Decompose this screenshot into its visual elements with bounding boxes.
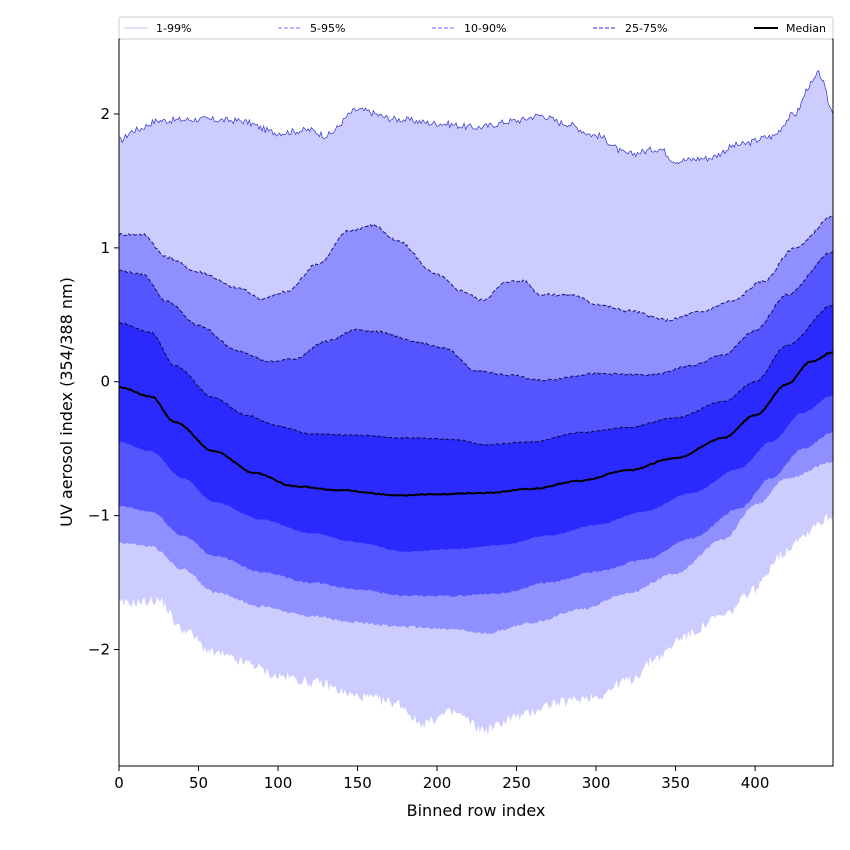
legend-label: Median xyxy=(786,22,826,35)
x-tick-label: 400 xyxy=(741,774,770,792)
band-upper-line-25-75% xyxy=(119,305,834,446)
x-tick-label: 0 xyxy=(114,774,124,792)
y-tick-label: 1 xyxy=(100,239,110,257)
x-tick-label: 300 xyxy=(582,774,611,792)
y-tick-label: 0 xyxy=(100,373,110,391)
legend-label: 25-75% xyxy=(625,22,667,35)
x-tick-label: 100 xyxy=(264,774,293,792)
median-layer xyxy=(119,350,834,497)
y-axis-ticks: −2 −1 0 1 2 xyxy=(88,105,119,659)
band-upper-line-1-99% xyxy=(118,70,834,165)
y-tick-label: 2 xyxy=(100,105,110,123)
x-axis-label: Binned row index xyxy=(407,801,546,820)
y-axis-label: UV aerosol index (354/388 nm) xyxy=(57,277,76,527)
legend: 1-99% 5-95% 10-90% 25-75% Median xyxy=(118,16,834,40)
band-upper-line-10-90% xyxy=(118,251,834,382)
x-tick-label: 200 xyxy=(423,774,452,792)
band-25-75% xyxy=(119,305,833,553)
x-tick-label: 350 xyxy=(661,774,690,792)
y-tick-label: −1 xyxy=(88,507,110,525)
legend-frame xyxy=(118,16,834,40)
x-tick-label: 150 xyxy=(343,774,372,792)
band-upper-line-5-95% xyxy=(118,215,834,323)
median-line xyxy=(119,350,834,497)
legend-label: 5-95% xyxy=(310,22,345,35)
x-tick-label: 50 xyxy=(189,774,208,792)
x-axis-ticks: 0 50 100 150 200 250 300 350 400 xyxy=(114,766,769,792)
x-tick-label: 250 xyxy=(502,774,531,792)
y-tick-label: −2 xyxy=(88,641,110,659)
legend-label: 10-90% xyxy=(464,22,506,35)
legend-items: 1-99% 5-95% 10-90% 25-75% Median xyxy=(124,22,826,35)
bands-layer xyxy=(118,70,834,735)
legend-label: 1-99% xyxy=(156,22,191,35)
